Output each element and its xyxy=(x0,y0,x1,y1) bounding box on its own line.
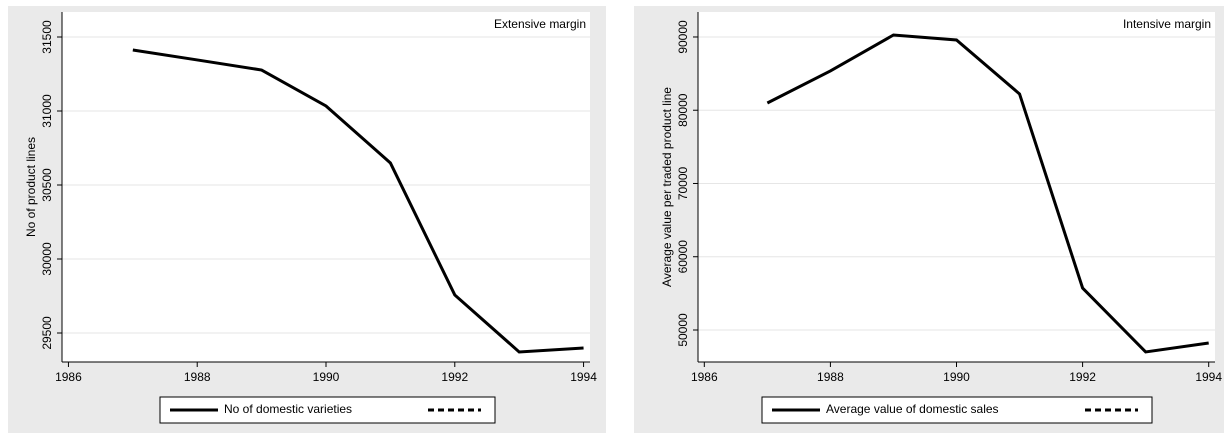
x-tick-label: 1992 xyxy=(1069,370,1096,384)
y-tick-label: 50000 xyxy=(676,313,690,347)
y-tick-label: 30000 xyxy=(40,242,54,276)
y-tick-label: 80000 xyxy=(676,93,690,127)
legend-label: No of domestic varieties xyxy=(224,402,352,416)
x-tick-label: 1990 xyxy=(943,370,970,384)
y-axis-label: Average value per traded product line xyxy=(660,87,674,287)
data-line xyxy=(132,48,584,354)
x-tick-label: 1992 xyxy=(441,370,468,384)
x-tick-label: 1988 xyxy=(184,370,211,384)
y-tick-label: 31000 xyxy=(40,94,54,128)
x-tick-label: 1988 xyxy=(817,370,844,384)
x-tick-label: 1986 xyxy=(55,370,82,384)
y-tick-label: 70000 xyxy=(676,166,690,200)
x-tick-label: 1990 xyxy=(313,370,340,384)
y-tick-label: 31500 xyxy=(40,20,54,54)
plot-area xyxy=(62,12,590,362)
y-tick-label: 29500 xyxy=(40,316,54,350)
y-tick-label: 90000 xyxy=(676,20,690,54)
data-line xyxy=(766,33,1209,354)
annotation: Extensive margin xyxy=(494,17,586,31)
x-tick-label: 1994 xyxy=(1195,370,1222,384)
plot-area xyxy=(698,12,1215,362)
legend-label: Average value of domestic sales xyxy=(826,402,999,416)
y-tick-label: 30500 xyxy=(40,168,54,202)
y-axis-label: No of product lines xyxy=(24,137,38,237)
x-tick-label: 1994 xyxy=(570,370,597,384)
x-tick-label: 1986 xyxy=(691,370,718,384)
y-tick-label: 60000 xyxy=(676,240,690,274)
annotation: Intensive margin xyxy=(1123,17,1211,31)
